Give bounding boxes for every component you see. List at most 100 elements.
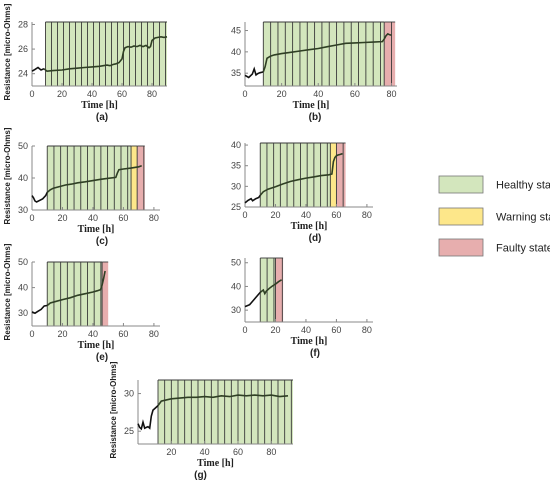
resistance-curve-initial [244, 291, 261, 308]
y-tick-label: 40 [231, 140, 241, 150]
resistance-curve [259, 152, 343, 196]
healthy-swatch [438, 175, 484, 194]
chart-panel-e: 0 20 40 60 80 30 40 50 Time [h] Resistance [micro… [3, 243, 160, 363]
x-tick-label: 20 [57, 213, 67, 223]
resistance-curve-initial [244, 194, 261, 204]
warning-region [330, 143, 337, 207]
y-tick-label: 26 [18, 44, 28, 54]
y-tick-label: 40 [231, 47, 241, 57]
y-tick-label: 25 [231, 202, 241, 212]
x-tick-label: 20 [166, 447, 176, 457]
y-tick-label: 50 [18, 257, 28, 267]
y-tick-label: 50 [18, 141, 28, 151]
y-axis-label: Resistance [micro-Ohms] [3, 127, 12, 224]
healthy-region [260, 143, 331, 207]
legend-label: Warning state [496, 212, 550, 224]
faulty-swatch [438, 238, 484, 257]
x-axis-label: Time [h] [291, 336, 328, 347]
panel-caption: (b) [309, 112, 322, 123]
legend-item-warning: Warning state [438, 207, 550, 226]
y-tick-label: 35 [231, 68, 241, 78]
x-tick-label: 80 [362, 210, 372, 220]
resistance-curve [46, 270, 106, 307]
legend-label: Faulty state [496, 243, 550, 255]
y-tick-label: 35 [231, 161, 241, 171]
x-tick-label: 20 [57, 329, 67, 339]
x-tick-label: 60 [118, 213, 128, 223]
x-tick-label: 0 [242, 210, 247, 220]
x-tick-label: 20 [57, 89, 67, 99]
resistance-curve [262, 32, 392, 73]
x-tick-label: 20 [277, 89, 287, 99]
faulty-region [384, 22, 396, 86]
x-tick-label: 40 [87, 89, 97, 99]
y-tick-label: 45 [231, 26, 241, 36]
x-tick-label: 40 [88, 329, 98, 339]
healthy-region [45, 22, 167, 86]
healthy-region [47, 146, 132, 210]
faulty-region [275, 258, 284, 322]
x-tick-label: 40 [88, 213, 98, 223]
chart-panels: 0 20 40 60 80 24 26 28 Time [h] Resistance [micro… [3, 3, 397, 481]
x-tick-label: 40 [301, 210, 311, 220]
x-tick-label: 40 [200, 447, 210, 457]
y-tick-label: 40 [231, 281, 241, 291]
faulty-region [336, 143, 346, 207]
y-tick-label: 40 [18, 283, 28, 293]
y-tick-label: 40 [18, 173, 28, 183]
y-axis-label: Resistance [micro-Ohms] [3, 243, 12, 340]
x-tick-label: 0 [29, 89, 34, 99]
x-tick-label: 80 [266, 447, 276, 457]
x-tick-label: 20 [270, 210, 280, 220]
healthy-region [47, 262, 103, 326]
legend-label: Healthy state [496, 180, 550, 192]
panel-caption: (c) [96, 236, 108, 247]
resistance-curve [46, 165, 142, 194]
y-tick-label: 25 [124, 426, 134, 436]
x-tick-label: 0 [242, 325, 247, 335]
resistance-curve-initial [31, 192, 48, 203]
x-axis-label: Time [h] [197, 458, 234, 469]
y-tick-label: 30 [124, 389, 134, 399]
chart-panel-b: 0 20 40 60 80 35 40 45 Time [h](b) [231, 21, 397, 123]
y-tick-label: 30 [231, 181, 241, 191]
x-tick-label: 60 [117, 89, 127, 99]
x-axis-label: Time [h] [81, 100, 118, 111]
panel-caption: (e) [96, 352, 108, 363]
x-tick-label: 60 [350, 89, 360, 99]
legend-item-healthy: Healthy state [438, 175, 550, 194]
panel-caption: (d) [309, 233, 322, 244]
resistance-curve-initial [31, 66, 45, 72]
resistance-curve [43, 35, 168, 73]
x-axis-label: Time [h] [291, 221, 328, 232]
panel-caption: (a) [96, 112, 108, 123]
x-tick-label: 40 [301, 325, 311, 335]
panel-caption: (g) [194, 470, 207, 481]
x-tick-label: 60 [331, 325, 341, 335]
resistance-curve [259, 279, 283, 296]
x-tick-label: 80 [147, 89, 157, 99]
chart-panel-c: 0 20 40 60 80 30 40 50 Time [h] Resistance [micro… [3, 127, 160, 247]
x-tick-label: 60 [233, 447, 243, 457]
faulty-region [102, 262, 109, 326]
y-tick-label: 30 [231, 305, 241, 315]
resistance-curve-initial [31, 304, 48, 315]
panel-caption: (f) [310, 348, 320, 359]
resistance-curve-initial [137, 405, 159, 431]
y-tick-label: 30 [18, 308, 28, 318]
x-tick-label: 20 [270, 325, 280, 335]
x-tick-label: 80 [386, 89, 396, 99]
chart-panel-a: 0 20 40 60 80 24 26 28 Time [h] Resistance [micro… [3, 3, 168, 123]
x-tick-label: 0 [29, 213, 34, 223]
x-tick-label: 80 [362, 325, 372, 335]
legend-item-faulty: Faulty state [438, 238, 550, 257]
x-tick-label: 40 [313, 89, 323, 99]
x-axis-label: Time [h] [293, 100, 330, 111]
y-axis-label: Resistance [micro-Ohms] [3, 3, 12, 100]
y-tick-label: 24 [18, 69, 28, 79]
warning-region [131, 146, 138, 210]
y-tick-label: 30 [18, 205, 28, 215]
x-tick-label: 60 [331, 210, 341, 220]
x-axis-label: Time [h] [78, 224, 115, 235]
